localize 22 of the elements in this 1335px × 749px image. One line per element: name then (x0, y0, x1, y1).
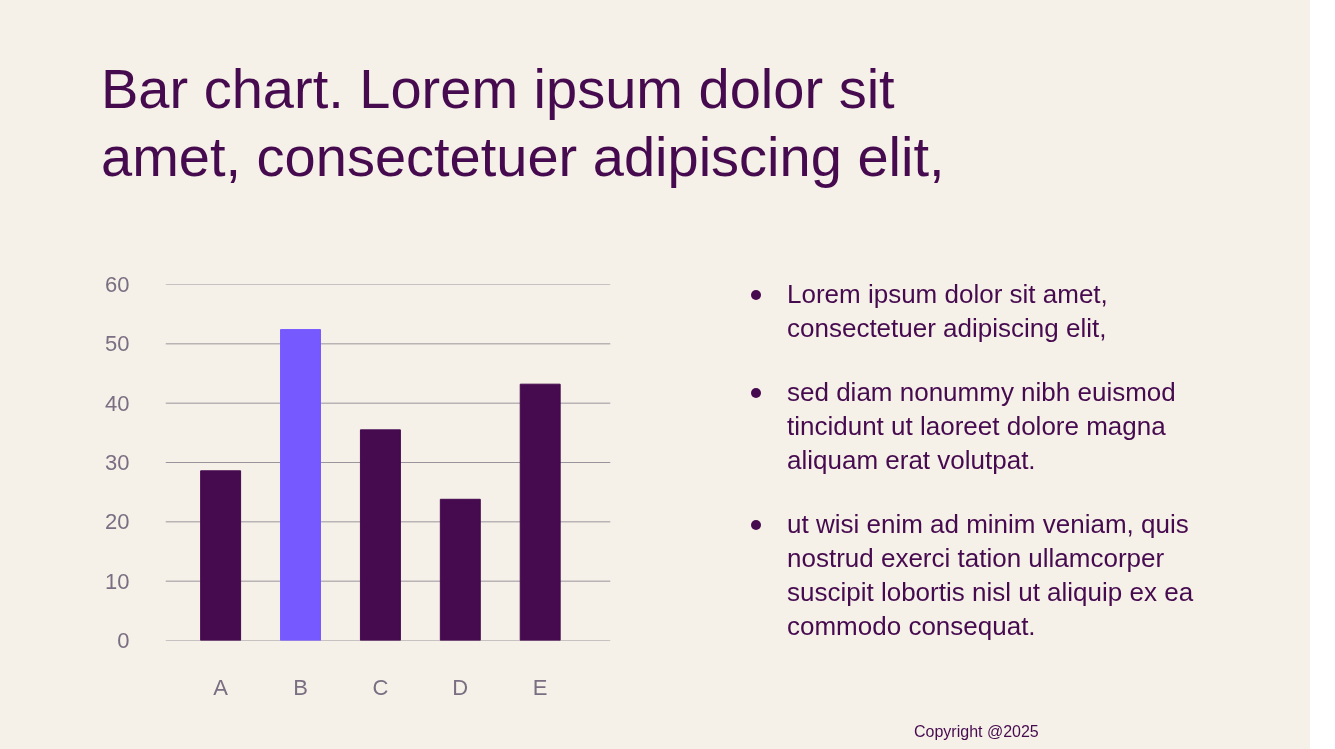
y-tick-label: 10 (105, 568, 130, 594)
x-tick-label: E (532, 674, 548, 700)
chart-title: Bar chart. Lorem ipsum dolor sit amet, consectetuer adipiscing elit, (101, 56, 946, 190)
text: Copyright @2025 (914, 722, 1039, 742)
x-tick-label: A (213, 674, 229, 700)
y-tick-label: 20 (105, 509, 130, 535)
text: Lorem ipsum dolor sit amet, consectetuer adipiscing elit, (786, 278, 1109, 345)
y-tick-label: 50 (105, 331, 130, 357)
y-tick-label: 40 (105, 390, 130, 416)
text: ut wisi enim ad minim veniam, quis nostrud exerci tation ullamcorper suscipit lobortis nisl ut aliquip ex ea commodo consequat. (786, 508, 1195, 643)
bar (359, 429, 401, 641)
y-tick-label: 30 (105, 450, 130, 475)
y-tick-label: 0 (117, 628, 130, 653)
bar (439, 498, 481, 641)
x-tick-label: C (372, 674, 389, 700)
bar (519, 383, 561, 641)
bar (200, 470, 242, 641)
x-tick-label: D (452, 674, 469, 700)
y-tick-label: 60 (105, 272, 130, 297)
bar (280, 329, 321, 641)
x-tick-label: B (293, 674, 308, 700)
text: sed diam nonummy nibh euismod tincidunt ut laoreet dolore magna aliquam erat volutpat. (786, 376, 1177, 477)
